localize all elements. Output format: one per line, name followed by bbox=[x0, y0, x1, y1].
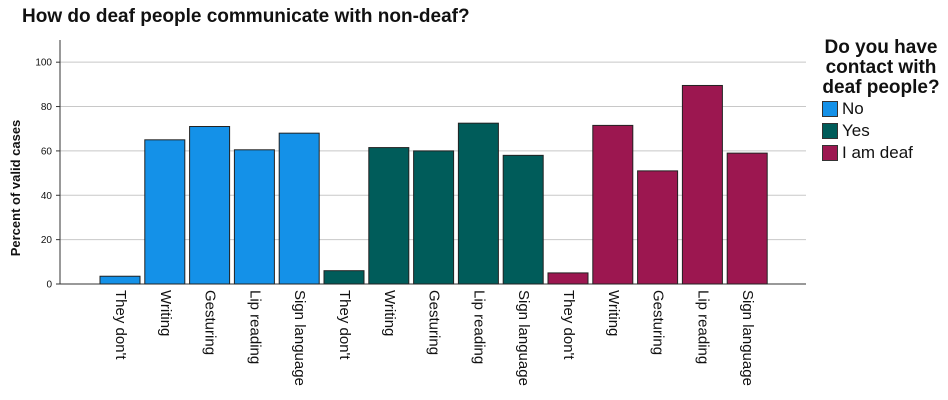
bar-yes-sign-language bbox=[502, 154, 544, 285]
x-tick-label-i-am-deaf-sign-language: Sign language bbox=[739, 290, 756, 386]
bar-no-lip-reading bbox=[233, 149, 275, 285]
x-tick-label-i-am-deaf-gesturing: Gesturing bbox=[650, 290, 667, 355]
legend-swatch-no bbox=[822, 101, 838, 117]
y-tick-label-100: 100 bbox=[35, 58, 52, 69]
bar-i-am-deaf-writing bbox=[592, 124, 634, 285]
y-axis-label: Percent of valid cases bbox=[8, 120, 23, 257]
y-tick-label-0: 0 bbox=[46, 280, 52, 291]
bar-i-am-deaf-they-don-t bbox=[547, 272, 589, 285]
bar-no-writing bbox=[144, 139, 186, 285]
legend-title: Do you have contact with deaf people? bbox=[822, 37, 940, 98]
bar-yes-lip-reading bbox=[457, 122, 499, 285]
x-tick-label-i-am-deaf-they-don-t: They don't bbox=[560, 290, 577, 360]
bar-no-they-don-t bbox=[99, 275, 141, 285]
legend-item-no: No bbox=[822, 98, 948, 120]
legend-swatch-yes bbox=[822, 123, 838, 139]
bar-i-am-deaf-gesturing bbox=[637, 170, 679, 285]
bar-i-am-deaf-lip-reading bbox=[681, 84, 723, 285]
x-tick-label-i-am-deaf-lip-reading: Lip reading bbox=[694, 290, 711, 364]
bar-i-am-deaf-sign-language bbox=[726, 152, 768, 285]
x-tick-label-i-am-deaf-writing: Writing bbox=[605, 290, 622, 336]
bar-yes-gesturing bbox=[413, 150, 455, 285]
bar-no-gesturing bbox=[189, 126, 231, 285]
bar-no-sign-language bbox=[278, 132, 320, 285]
x-tick-label-yes-sign-language: Sign language bbox=[515, 290, 532, 386]
x-tick-label-yes-they-don-t: They don't bbox=[336, 290, 353, 360]
bar-yes-they-don-t bbox=[323, 270, 365, 285]
legend-label-i-am-deaf: I am deaf bbox=[842, 143, 913, 162]
bar-yes-writing bbox=[368, 147, 410, 285]
x-tick-label-yes-lip-reading: Lip reading bbox=[470, 290, 487, 364]
x-tick-label-no-lip-reading: Lip reading bbox=[246, 290, 263, 364]
chart-title: How do deaf people communicate with non-… bbox=[22, 6, 470, 27]
x-tick-label-yes-gesturing: Gesturing bbox=[426, 290, 443, 355]
x-tick-label-no-they-don-t: They don't bbox=[112, 290, 129, 360]
x-tick-label-no-gesturing: Gesturing bbox=[202, 290, 219, 355]
legend-label-yes: Yes bbox=[842, 121, 870, 140]
legend: Do you have contact with deaf people? No… bbox=[814, 38, 948, 164]
legend-item-i-am-deaf: I am deaf bbox=[822, 142, 948, 164]
y-tick-label-40: 40 bbox=[41, 191, 53, 202]
x-tick-label-yes-writing: Writing bbox=[381, 290, 398, 336]
legend-label-no: No bbox=[842, 99, 864, 118]
legend-swatch-i-am-deaf bbox=[822, 145, 838, 161]
x-tick-label-no-writing: Writing bbox=[157, 290, 174, 336]
legend-item-yes: Yes bbox=[822, 120, 948, 142]
y-tick-label-20: 20 bbox=[41, 235, 53, 246]
x-tick-label-no-sign-language: Sign language bbox=[291, 290, 308, 386]
y-tick-label-80: 80 bbox=[41, 102, 53, 113]
y-tick-label-60: 60 bbox=[41, 146, 53, 157]
